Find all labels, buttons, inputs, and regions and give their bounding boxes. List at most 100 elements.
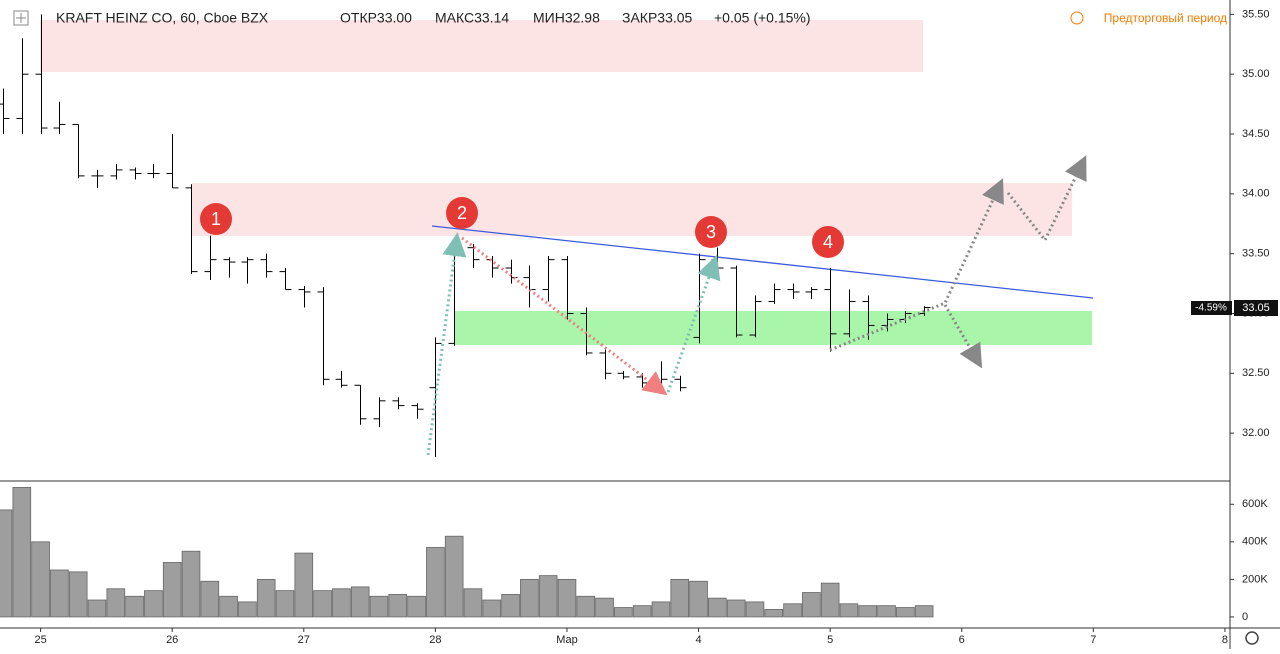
volume-bar [313,590,332,618]
y-tick-label: 35.50 [1242,8,1270,20]
volume-bar [839,603,859,618]
volume-bar [463,588,483,618]
volume-bar [501,593,520,618]
volume-bar [520,578,539,618]
volume-bar [689,580,708,618]
volume-bar [426,547,445,618]
x-tick-label: 27 [298,634,310,646]
arrow [666,254,721,393]
volume-bar [125,595,144,618]
resistance-zone [40,20,923,72]
arrows [426,155,1087,456]
volume-bar [332,588,351,618]
toggle-icon[interactable] [13,10,29,26]
header-value: МИН32.98 [533,10,600,26]
x-tick-label: 8 [1222,634,1228,646]
volume-bar [181,550,201,618]
x-tick-label: Мар [556,634,578,646]
volume-bar [538,575,558,618]
volume-bar [595,597,614,618]
volume-bar [557,578,577,618]
volume-bar [68,571,88,618]
y-tick-label: 400K [1242,536,1268,548]
volume-bar [12,486,32,618]
volume-bar [482,599,502,618]
volume-bar [896,607,915,618]
x-tick-label: 7 [1090,634,1096,646]
trend-line [431,225,1094,299]
volume-bar [820,582,840,618]
status-icon [1070,11,1084,25]
point-label: 4 [823,232,833,252]
volume-bar [783,603,802,618]
y-tick-label: 35.00 [1242,68,1270,80]
status: Предторговый период [1104,11,1227,25]
support-zone [455,311,1092,345]
volume-bar [256,578,276,618]
volume-bar [670,578,690,618]
volume-bar [877,605,896,618]
volume-bar [50,569,69,618]
y-tick-label: 200K [1242,573,1268,585]
x-tick-label: 28 [429,634,441,646]
volume-bar [31,541,50,618]
annotations: 1 2 3 4 [200,197,844,258]
y-tick-label: 33.50 [1242,248,1270,260]
price-box [1234,300,1278,316]
volume-bar [144,590,163,618]
volume-bar [275,590,295,618]
x-tick-label: 5 [827,634,833,646]
header-value: ЗАКР33.05 [622,10,693,26]
point-label: 2 [457,203,467,223]
resistance-zone [192,183,1072,236]
x-tick-label: 26 [166,634,178,646]
volume-bar [350,586,370,618]
volume-bar [764,609,784,618]
y-tick-label: 32.50 [1242,367,1270,379]
volume-bar [802,592,821,618]
volume-bar [726,599,746,618]
point-label: 3 [706,222,716,242]
header-value: ОТКР33.00 [340,10,412,26]
volume-bar [632,605,652,618]
arrow [829,178,1004,352]
chart-title: KRAFT HEINZ CO, 60, Cboe BZX [56,10,269,26]
volume-bar [219,595,238,618]
x-tick-label: 6 [959,634,965,646]
volume-bar [444,535,464,618]
volume-bar [294,552,314,618]
volume-bar [914,605,934,618]
volume-bar [388,593,408,618]
volume-bar [106,588,126,618]
y-tick-label: 32.00 [1242,427,1270,439]
volume-bar [369,595,389,618]
y-tick-label: 600K [1242,498,1268,510]
volume-bar [200,580,220,618]
arrow [943,304,983,369]
volume-bar [87,599,107,618]
volume-bar [162,562,182,618]
volume-bar [614,607,633,618]
y-tick-label: 34.50 [1242,128,1270,140]
change-box [1191,301,1232,315]
arrow [461,236,668,396]
last-price: 33.05 [1242,302,1270,314]
x-tick-label: 25 [34,634,46,646]
point-marker [200,203,232,235]
settings-icon[interactable] [1245,631,1259,645]
y-tick-label: 34.00 [1242,188,1270,200]
point-marker [446,197,478,229]
last-change: -4.59% [1195,303,1227,314]
y-tick-label: 0 [1242,611,1248,623]
marks: 32.0032.5033.0033.5034.0034.5035.0035.50… [0,8,1270,646]
header-value: МАКС33.14 [435,10,509,26]
arrow [426,232,467,456]
volume-bar [0,509,13,618]
volume-bar [576,595,596,618]
x-tick-label: 4 [695,634,701,646]
volume-bar [858,605,878,618]
volume-bar [238,601,257,618]
volume-bar [745,601,765,618]
